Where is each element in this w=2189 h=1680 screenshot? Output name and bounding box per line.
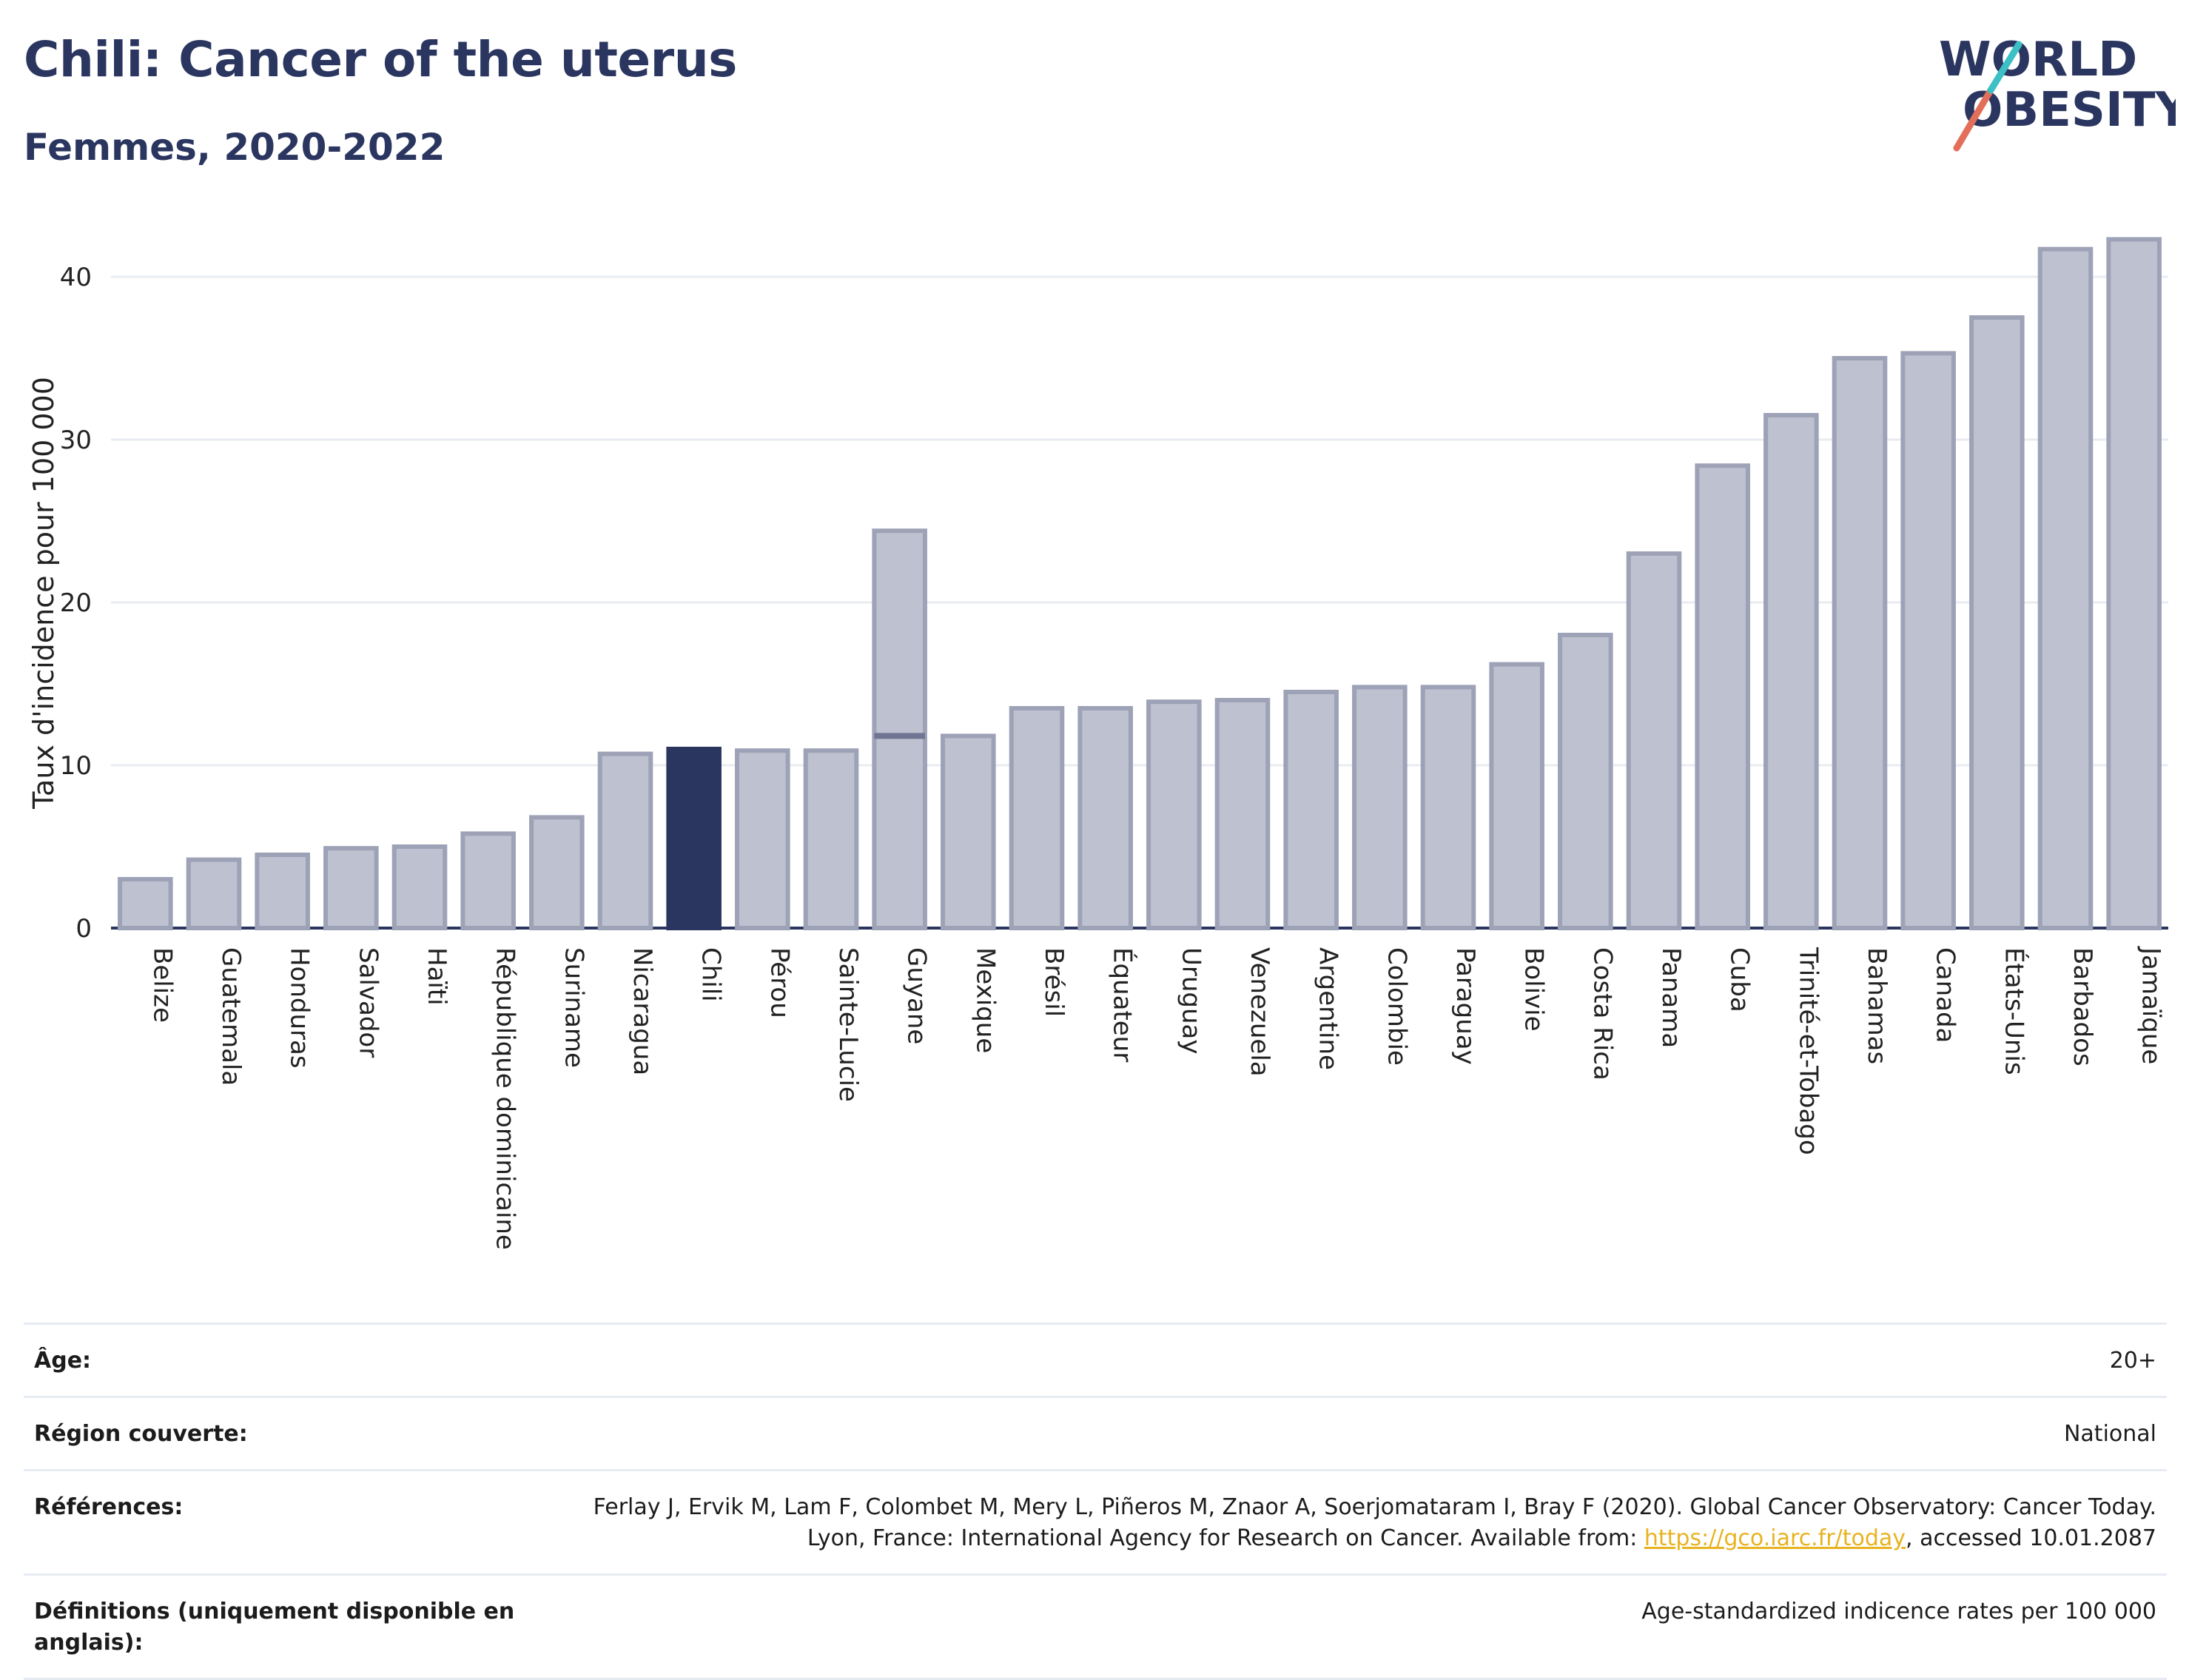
bar-Uruguay [1146,699,1202,930]
meta-row-region: Région couverte: National [24,1396,2167,1469]
x-tick-label: Jamaïque [2136,946,2166,1064]
grid-lines [111,275,2168,930]
y-tick-label: 30 [60,426,92,455]
bar-Paraguay [1420,685,1476,931]
region-label: Région couverte: [34,1421,248,1447]
x-tick-label: Guatemala [216,947,246,1086]
world-obesity-logo: WORLD OBESITY [1939,33,2176,152]
x-tick-label: Argentine [1314,947,1343,1070]
references-value: Ferlay J, Ervik M, Lam F, Colombet M, Me… [565,1492,2156,1554]
x-tick-label: Belize [147,947,177,1023]
x-tick-label: États-Unis [1999,947,2029,1075]
x-tick-label: Haïti [422,947,451,1006]
definitions-label: Définitions (uniquement disponible en an… [34,1599,515,1656]
y-tick-label: 0 [75,914,92,944]
bar-Mexique [941,733,996,931]
x-tick-label: Mexique [970,947,1000,1053]
age-label: Âge: [34,1348,92,1374]
bar-Sainte-Lucie [803,748,859,931]
bar-Colombie [1352,685,1408,931]
meta-row-references: Références: Ferlay J, Ervik M, Lam F, Co… [24,1469,2167,1573]
x-tick-label: Sainte-Lucie [833,947,863,1102]
bar-Suriname [529,815,585,931]
bar-Canada [1900,351,1956,930]
x-tick-label: Costa Rica [1587,947,1617,1081]
x-tick-label: Suriname [559,947,588,1068]
page-title: Chili: Cancer of the uterus [24,31,737,88]
bar-Jamaïque [2106,237,2162,930]
x-tick-label: Chili [696,947,726,1002]
bar-Équateur [1077,706,1133,930]
x-tick-label: Guyane [902,947,932,1044]
bar-Panama [1626,551,1682,930]
y-tick-label: 20 [60,588,92,618]
bar-Cuba [1695,463,1750,930]
bar-Haïti [391,844,448,930]
bar-chart: 0 10 20 30 40 Belize Guatemala Honduras Salvado… [27,237,2168,1250]
bar-Salvador [323,846,379,930]
bar-Honduras [255,853,310,930]
x-tick-label: République dominicaine [491,947,520,1250]
x-tick-label: Équateur [1108,947,1138,1062]
x-tick-labels: Belize Guatemala Honduras Salvador Haïti Répu… [147,946,2165,1250]
references-text-2: , accessed 10.01.2087 [1906,1525,2156,1551]
x-tick-label: Salvador [353,947,383,1058]
logo-slash-teal [1987,41,2022,94]
bar-Chili [666,747,722,930]
bars [118,237,2162,931]
bar-Belize [118,877,173,930]
page-subtitle: Femmes, 2020-2022 [24,126,445,169]
bar-République dominicaine [460,831,516,931]
x-tick-label: Canada [1931,947,1960,1043]
x-tick-label: Brésil [1039,947,1069,1017]
bar-Venezuela [1214,698,1271,930]
x-tick-label: Paraguay [1450,947,1480,1065]
x-tick-label: Bolivie [1519,947,1549,1032]
x-tick-label: Bahamas [1862,947,1892,1064]
bar-Pérou [735,748,790,931]
y-tick-labels: 0 10 20 30 40 [60,263,92,944]
bar-Barbados [2037,246,2094,931]
x-tick-label: Uruguay [1176,947,1206,1055]
bar-Bolivie [1489,662,1544,930]
x-tick-label: Honduras [285,947,315,1069]
references-link[interactable]: https://gco.iarc.fr/today [1644,1525,1906,1551]
y-tick-label: 40 [60,263,92,292]
x-tick-label: Cuba [1725,947,1755,1012]
references-label: Références: [34,1494,184,1520]
bar-Guatemala [186,857,242,930]
x-tick-label: Barbados [2068,947,2097,1066]
logo-slash-red [1953,87,1994,152]
bar-Brésil [1009,706,1065,930]
definitions-value: Age-standardized indicence rates per 100… [1641,1599,2156,1624]
metadata-table: Âge: 20+ Région couverte: National Référ… [24,1323,2167,1680]
y-axis-label: Taux d'incidence pour 100 000 [27,377,60,810]
x-tick-label: Nicaragua [628,947,657,1075]
bar-Bahamas [1832,356,1888,930]
meta-row-age: Âge: 20+ [24,1323,2167,1396]
bar-Guyane [872,528,927,930]
x-tick-label: Panama [1656,947,1686,1048]
x-tick-label: Colombie [1382,947,1411,1066]
age-value: 20+ [2109,1348,2156,1374]
bar-Argentine [1283,690,1339,930]
meta-row-definitions: Définitions (uniquement disponible en an… [24,1573,2167,1680]
y-tick-label: 10 [60,751,92,781]
bar-Costa Rica [1558,633,1613,930]
x-tick-label: Trinité-et-Tobago [1793,947,1823,1155]
region-value: National [2063,1421,2156,1447]
bar-Trinité-et-Tobago [1763,413,1819,930]
x-tick-label: Pérou [764,947,794,1018]
references-text-1: Ferlay J, Ervik M, Lam F, Colombet M, Me… [593,1494,2156,1551]
x-tick-label: Venezuela [1245,947,1274,1077]
logo-line1: WORLD [1939,33,2137,87]
bar-Nicaragua [597,751,653,930]
bar-États-Unis [1969,315,2025,930]
logo-line2: OBESITY [1963,83,2176,138]
